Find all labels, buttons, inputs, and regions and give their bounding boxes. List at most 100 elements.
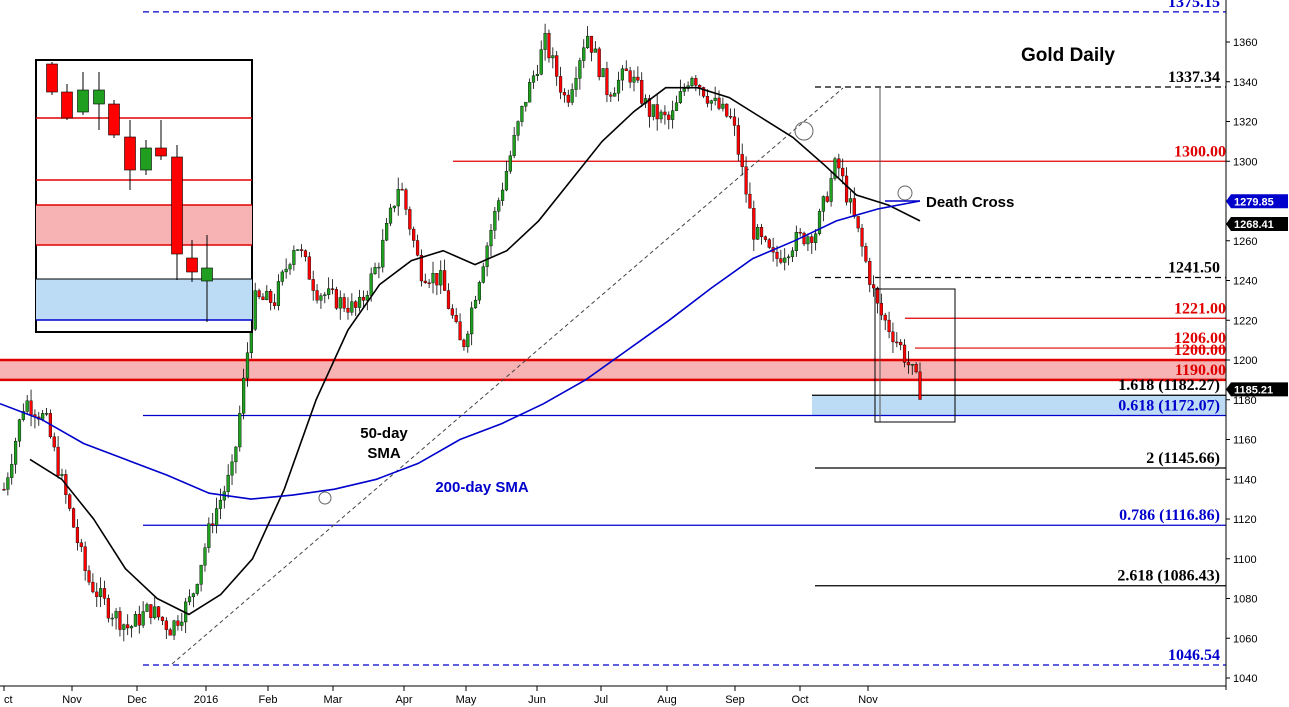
candle [470, 301, 474, 346]
candle [52, 432, 56, 452]
candle-body [783, 257, 787, 263]
candle [114, 608, 118, 630]
inset-candle [124, 120, 136, 190]
candle [759, 223, 764, 245]
candle-body [883, 314, 887, 321]
candle [443, 259, 447, 291]
candle-body [891, 331, 895, 343]
candle [203, 543, 207, 572]
x-tick-label: Nov [858, 694, 878, 706]
candle-body [825, 196, 829, 202]
candle [713, 86, 717, 106]
candle [439, 260, 443, 295]
candle [829, 170, 833, 207]
candle-body [404, 189, 408, 210]
candle-body [493, 211, 497, 231]
candle-body [667, 114, 671, 120]
level-label: 1375.15 [1168, 0, 1220, 11]
inset-candle-body [140, 147, 152, 171]
candle-body [79, 542, 83, 547]
candle-body [721, 103, 725, 109]
candle-body [790, 250, 795, 258]
candle-body [729, 116, 733, 118]
candle-body [307, 256, 311, 280]
candle [388, 203, 393, 227]
candle [392, 205, 396, 213]
candle-body [895, 341, 899, 344]
candle-body [899, 341, 903, 346]
inset-candle [171, 145, 183, 280]
level-label: 0.618 (1172.07) [1118, 398, 1220, 415]
level-label: 0.786 (1116.86) [1119, 507, 1220, 524]
candle [794, 225, 798, 257]
candle [763, 235, 768, 243]
candle [883, 312, 887, 331]
candle [609, 91, 613, 102]
candle [860, 224, 864, 257]
candle-body [126, 624, 130, 629]
candle-body [195, 584, 199, 594]
candle-body [145, 604, 149, 612]
candle [547, 29, 551, 63]
candle [578, 57, 582, 90]
candle [400, 182, 404, 191]
candle-body [562, 92, 567, 96]
y-tick-label: 1320 [1233, 117, 1257, 129]
candle-body [887, 319, 891, 333]
candle [191, 592, 195, 608]
candle [721, 97, 725, 112]
candle-body [879, 302, 883, 316]
candle-body [756, 227, 760, 240]
candle [385, 217, 389, 242]
candle-body [153, 606, 157, 619]
candle-body [872, 284, 876, 289]
candle-body [226, 474, 230, 492]
candle-body [725, 103, 729, 117]
candle [848, 190, 853, 214]
candle-body [701, 87, 706, 97]
candle [605, 61, 609, 103]
candle-body [257, 290, 261, 298]
candle [682, 83, 686, 96]
x-tick-label: Dec [127, 694, 147, 706]
candle-body [75, 527, 80, 543]
candle [272, 293, 277, 310]
candle [412, 226, 416, 248]
candle-body [848, 198, 853, 203]
level-label: 2.618 (1086.43) [1117, 568, 1220, 585]
candle-body [566, 94, 570, 103]
candle-body [462, 339, 466, 348]
candle-body [601, 68, 605, 78]
y-tick-label: 1160 [1233, 435, 1257, 447]
candle-body [829, 178, 833, 202]
candle [698, 84, 702, 96]
candle-body [744, 166, 748, 195]
candle-body [25, 400, 29, 412]
candle-body [261, 296, 265, 301]
candle [160, 616, 165, 626]
candle [798, 228, 802, 237]
y-tick-label: 1340 [1233, 77, 1257, 89]
candle [454, 308, 458, 324]
candle [234, 446, 238, 474]
candle [566, 89, 570, 107]
candle [543, 23, 547, 61]
candle-body [578, 60, 582, 79]
candle [817, 208, 822, 236]
candle-body [303, 250, 308, 257]
candle-body [520, 106, 524, 122]
candle-body [400, 189, 404, 191]
candle-body [13, 440, 18, 465]
candle-body [315, 290, 319, 301]
candle-body [311, 279, 315, 291]
candle-body [651, 104, 655, 117]
candle-body [694, 78, 698, 86]
candle-body [102, 588, 107, 599]
candle-body [396, 189, 400, 207]
candle-body [844, 175, 849, 203]
level-label: 2 (1145.66) [1146, 450, 1220, 467]
candle [613, 87, 617, 97]
y-tick-label: 1180 [1233, 395, 1257, 407]
zone-red [0, 360, 1226, 380]
